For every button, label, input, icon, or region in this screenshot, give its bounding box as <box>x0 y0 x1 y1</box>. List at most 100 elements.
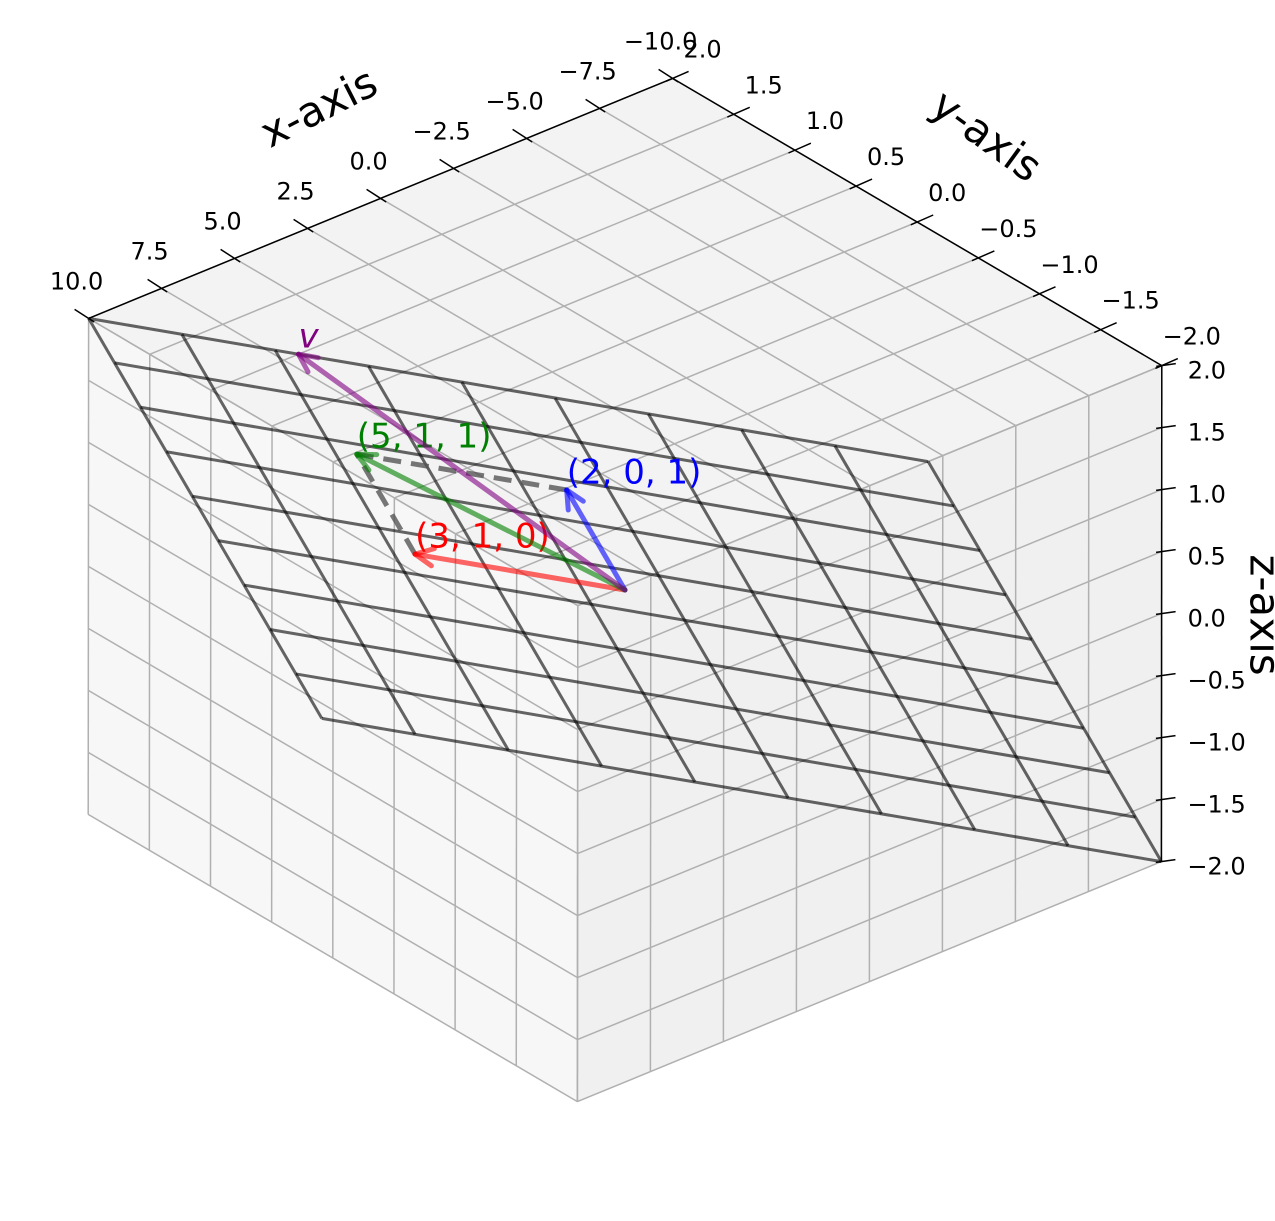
grid-line <box>271 185 857 427</box>
plane-grid-line <box>740 429 977 831</box>
grid-line <box>210 149 796 391</box>
vector-shaft <box>296 351 628 593</box>
grid-line <box>87 627 578 917</box>
tick-mark <box>1155 796 1176 802</box>
grid-line <box>88 565 578 855</box>
z-axis-label: z-axis <box>1241 554 1275 675</box>
x-tick-label: 10.0 <box>50 267 103 295</box>
plane-grid-line <box>217 539 1059 686</box>
vector-shaft <box>354 451 628 593</box>
x-tick-label: −10.0 <box>624 27 698 55</box>
tick-mark <box>665 70 689 82</box>
tick-mark <box>147 278 168 293</box>
vector-label: (3, 1, 0) <box>415 517 550 557</box>
grid-line <box>516 329 1101 571</box>
grid-line <box>88 379 579 669</box>
y-tick-label: −0.5 <box>979 215 1037 243</box>
grid-line <box>577 488 1162 731</box>
tick-mark <box>1155 357 1179 370</box>
x-tick-label: −2.5 <box>412 117 470 145</box>
grid-line <box>332 221 918 463</box>
vector-label: v <box>299 317 320 357</box>
tick-mark <box>293 218 314 233</box>
x-tick-label: 5.0 <box>204 207 242 235</box>
y-tick-label: −2.0 <box>1163 323 1221 351</box>
vector <box>296 351 628 593</box>
grid-line <box>88 441 579 731</box>
grid-line <box>577 736 1162 979</box>
plane-grid-line <box>647 413 883 815</box>
axes: −10.0−7.5−5.0−2.50.02.55.07.510.0−2.0−1.… <box>50 27 1246 880</box>
vector-label: (5, 1, 1) <box>357 417 492 457</box>
tick-mark <box>727 106 751 118</box>
grid-line <box>87 813 578 1103</box>
x-tick-label: −5.0 <box>485 87 543 115</box>
tick-mark <box>1155 548 1176 554</box>
grid-line <box>577 426 1163 669</box>
grid-line <box>88 317 579 607</box>
tick-mark <box>366 188 387 203</box>
grid-line <box>455 293 1040 535</box>
y-tick-label: 0.0 <box>928 179 966 207</box>
plane-grid-line <box>553 397 790 799</box>
vector-head <box>564 487 571 513</box>
y-tick-label: 1.5 <box>745 71 783 99</box>
z-tick-label: 1.0 <box>1188 481 1226 509</box>
plane-grid-line <box>295 672 1136 819</box>
x-tick-label: −7.5 <box>558 57 616 85</box>
plane-grid-line <box>88 316 929 464</box>
grid-line <box>394 257 979 499</box>
tick-mark <box>788 142 812 154</box>
vector-head <box>412 546 437 557</box>
grid-line <box>577 612 1162 855</box>
y-tick-label: 2.0 <box>684 35 722 63</box>
vector <box>564 487 628 593</box>
tick-mark <box>1032 286 1056 298</box>
tick-mark <box>1156 424 1176 430</box>
x-tick-label: 7.5 <box>131 237 169 265</box>
plane-grid-line <box>321 716 1162 864</box>
grid-line <box>577 364 1163 607</box>
grid-line <box>577 860 1162 1103</box>
z-tick-label: −1.5 <box>1187 791 1245 819</box>
grid-line <box>149 113 735 355</box>
plane-grid-line <box>180 333 417 736</box>
tick-mark <box>1093 322 1117 334</box>
tick-mark <box>585 98 606 113</box>
y-tick-label: 1.0 <box>806 107 844 135</box>
plane-grid-line <box>926 460 1163 863</box>
tick-mark <box>512 128 533 143</box>
vector <box>412 546 628 593</box>
vector-shaft <box>564 487 628 593</box>
z-tick-label: −2.0 <box>1187 853 1245 881</box>
vector <box>354 451 628 593</box>
plane-grid-line <box>833 444 1070 847</box>
dashed-line <box>356 451 568 493</box>
grid-line <box>88 503 579 793</box>
plane-grid-line <box>273 349 510 751</box>
vectors: (3, 1, 0) (2, 0, 1) (5, 1, 1) v <box>296 317 702 593</box>
vector-label: (2, 0, 1) <box>567 453 702 493</box>
z-tick-label: 2.0 <box>1188 357 1226 385</box>
vector-head <box>296 351 311 375</box>
grid-line <box>87 751 578 1041</box>
vector-head <box>564 487 586 504</box>
z-tick-label: −1.0 <box>1188 729 1246 757</box>
tick-mark <box>1155 610 1176 616</box>
tick-mark <box>1155 672 1176 678</box>
z-tick-label: 0.5 <box>1188 543 1226 571</box>
plane-grid-line <box>140 405 981 552</box>
y-tick-label: −1.0 <box>1040 251 1098 279</box>
plane-grid-line <box>243 583 1084 730</box>
y-tick-label: 0.5 <box>867 143 905 171</box>
x-tick-label: 2.5 <box>277 177 315 205</box>
tick-mark <box>220 248 241 263</box>
tick-mark <box>1156 362 1176 368</box>
grid-line <box>87 689 578 979</box>
tick-mark <box>658 68 679 83</box>
vector-head <box>296 351 321 361</box>
tick-mark <box>910 214 934 226</box>
y-tick-label: −1.5 <box>1102 287 1160 315</box>
tick-mark <box>971 250 995 262</box>
